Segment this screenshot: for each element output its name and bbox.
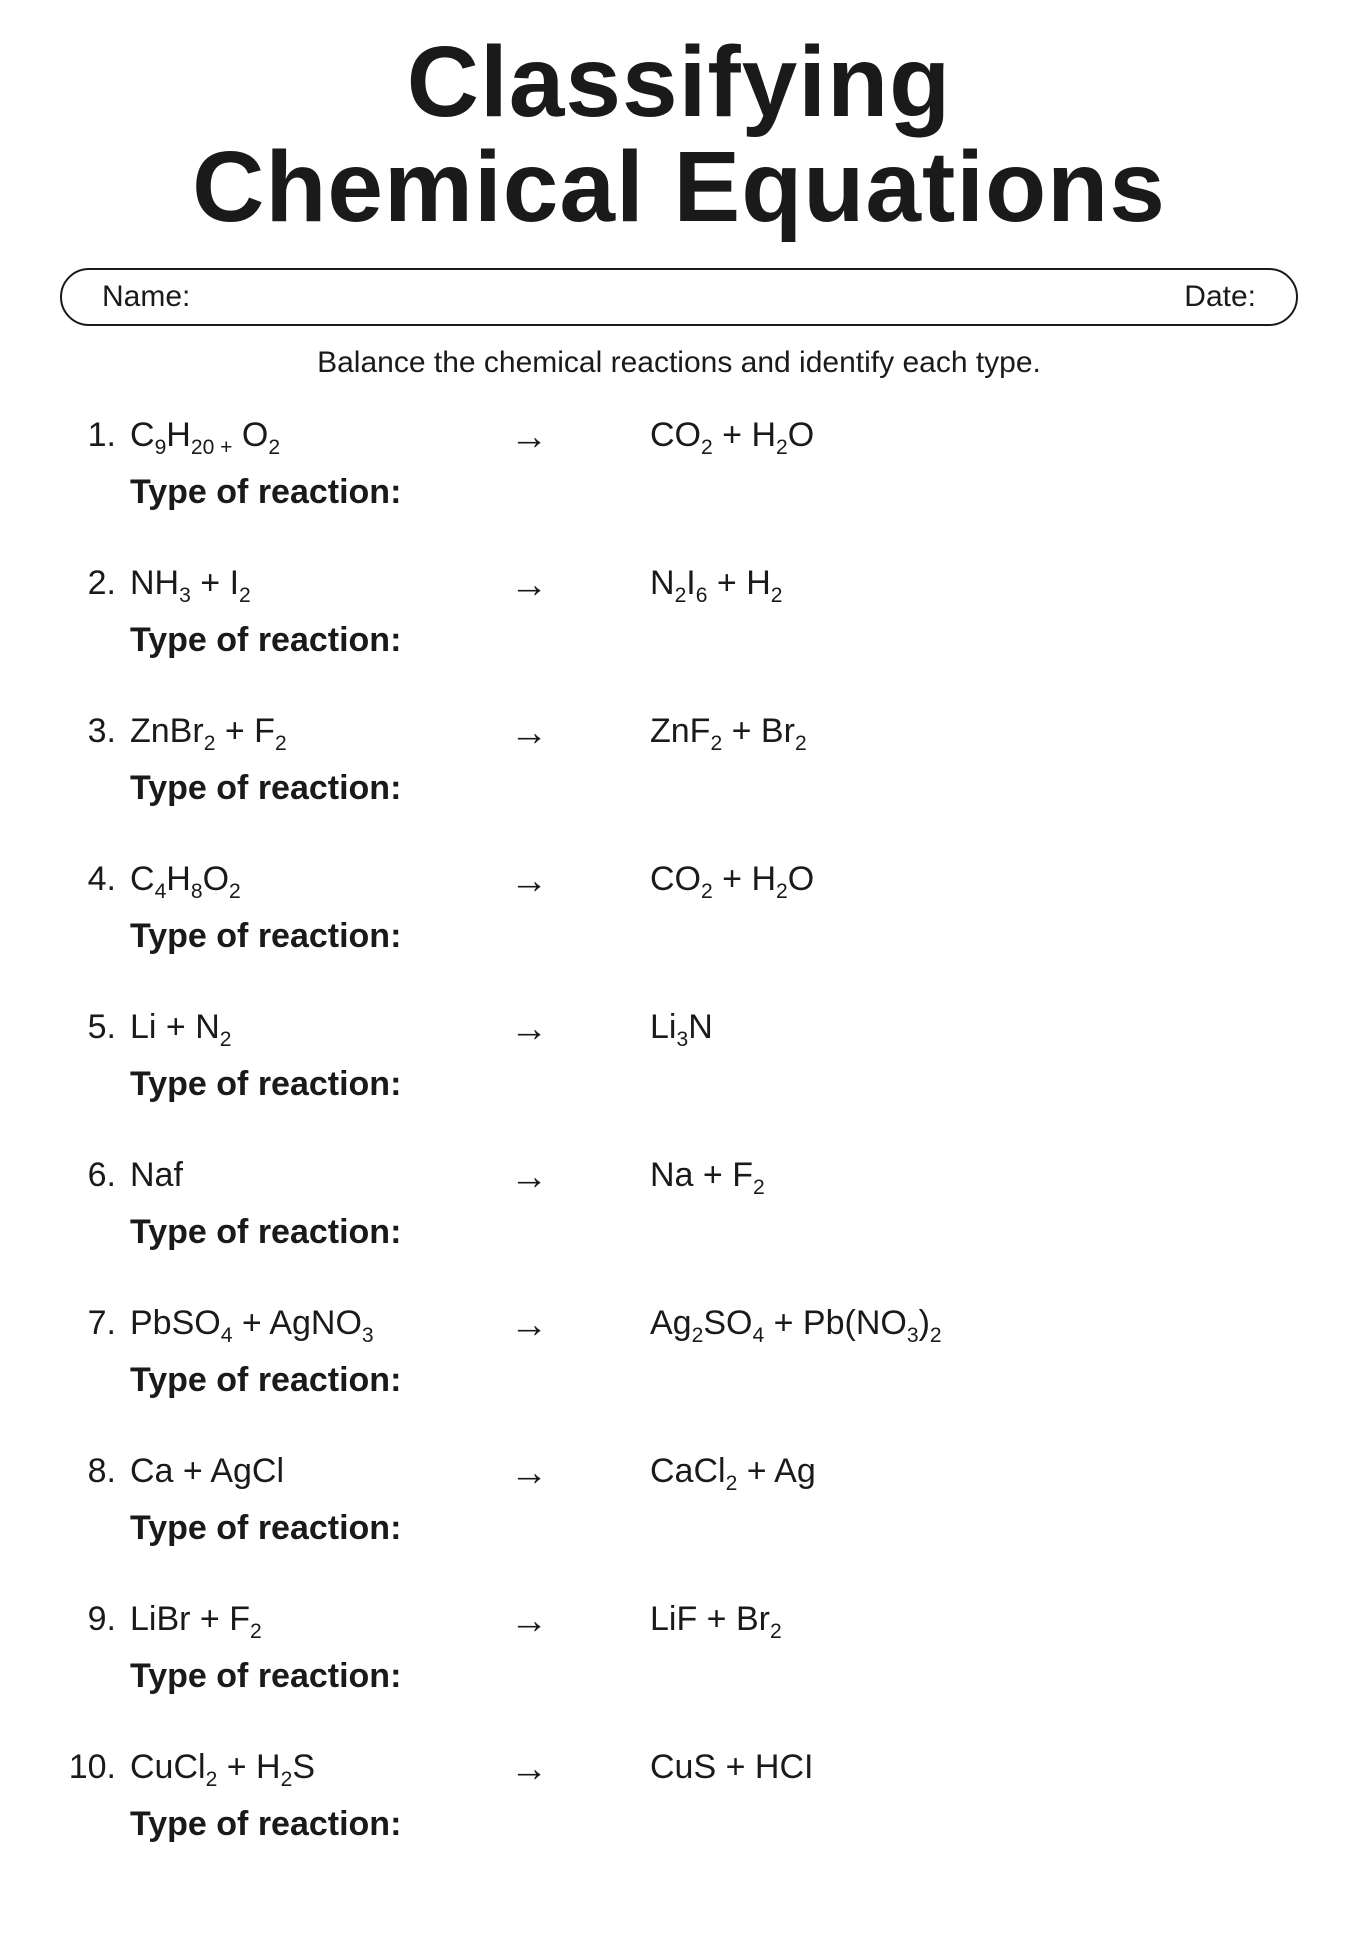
reaction-arrow-icon: → xyxy=(500,1156,650,1199)
title-line-1: Classifying xyxy=(60,30,1298,135)
problem-number: 7. xyxy=(60,1304,130,1343)
problem-row: 8.Ca + AgCl→CaCl2 + Ag xyxy=(60,1452,1288,1495)
type-of-reaction-label: Type of reaction: xyxy=(130,621,1288,660)
products: LiF + Br2 xyxy=(650,1600,1288,1639)
name-label: Name: xyxy=(102,280,190,314)
problem-number: 10. xyxy=(60,1748,130,1787)
reactants: LiBr + F2 xyxy=(130,1600,500,1639)
problem-number: 1. xyxy=(60,416,130,455)
problem-number: 5. xyxy=(60,1008,130,1047)
type-of-reaction-label: Type of reaction: xyxy=(130,917,1288,956)
type-of-reaction-row: Type of reaction: xyxy=(60,621,1288,660)
problem-row: 9.LiBr + F2→LiF + Br2 xyxy=(60,1600,1288,1643)
problem-row: 6.Naf→ Na + F2 xyxy=(60,1156,1288,1199)
reaction-arrow-icon: → xyxy=(500,564,650,607)
reactants: PbSO4 + AgNO3 xyxy=(130,1304,500,1343)
reactants: Naf xyxy=(130,1156,500,1195)
type-of-reaction-row: Type of reaction: xyxy=(60,917,1288,956)
type-of-reaction-label: Type of reaction: xyxy=(130,1657,1288,1696)
type-of-reaction-label: Type of reaction: xyxy=(130,1065,1288,1104)
reaction-arrow-icon: → xyxy=(500,416,650,459)
problem-number: 9. xyxy=(60,1600,130,1639)
type-of-reaction-row: Type of reaction: xyxy=(60,473,1288,512)
title-line-2: Chemical Equations xyxy=(60,135,1298,240)
problem-row: 3.ZnBr2 + F2→ZnF2 + Br2 xyxy=(60,712,1288,755)
reaction-arrow-icon: → xyxy=(500,712,650,755)
problem-number: 8. xyxy=(60,1452,130,1491)
problem-number: 6. xyxy=(60,1156,130,1195)
reactants: Li + N2 xyxy=(130,1008,500,1047)
reaction-arrow-icon: → xyxy=(500,1600,650,1643)
reactants: Ca + AgCl xyxy=(130,1452,500,1491)
type-of-reaction-label: Type of reaction: xyxy=(130,1509,1288,1548)
type-of-reaction-label: Type of reaction: xyxy=(130,1361,1288,1400)
instructions-text: Balance the chemical reactions and ident… xyxy=(60,346,1298,380)
reaction-arrow-icon: → xyxy=(500,1452,650,1495)
problem-number: 2. xyxy=(60,564,130,603)
type-of-reaction-row: Type of reaction: xyxy=(60,1213,1288,1252)
reaction-arrow-icon: → xyxy=(500,860,650,903)
problem-row: 7.PbSO4 + AgNO3→Ag2SO4 + Pb(NO3)2 xyxy=(60,1304,1288,1347)
name-date-bar: Name: Date: xyxy=(60,268,1298,326)
products: CaCl2 + Ag xyxy=(650,1452,1288,1491)
products: N2I6 + H2 xyxy=(650,564,1288,603)
products: CO2 + H2O xyxy=(650,860,1288,899)
type-of-reaction-label: Type of reaction: xyxy=(130,769,1288,808)
worksheet-page: Classifying Chemical Equations Name: Dat… xyxy=(0,0,1358,1956)
problem-number: 4. xyxy=(60,860,130,899)
type-of-reaction-label: Type of reaction: xyxy=(130,473,1288,512)
problems-list: 1.C9H20 + O2→CO2 + H2OType of reaction:2… xyxy=(60,416,1298,1844)
page-title: Classifying Chemical Equations xyxy=(60,30,1298,240)
reactants: NH3 + I2 xyxy=(130,564,500,603)
problem-number: 3. xyxy=(60,712,130,751)
products: Li3N xyxy=(650,1008,1288,1047)
type-of-reaction-label: Type of reaction: xyxy=(130,1805,1288,1844)
reactants: ZnBr2 + F2 xyxy=(130,712,500,751)
type-of-reaction-row: Type of reaction: xyxy=(60,1509,1288,1548)
products: CO2 + H2O xyxy=(650,416,1288,455)
reaction-arrow-icon: → xyxy=(500,1304,650,1347)
type-of-reaction-row: Type of reaction: xyxy=(60,1065,1288,1104)
problem-row: 4.C4H8O2→CO2 + H2O xyxy=(60,860,1288,903)
type-of-reaction-label: Type of reaction: xyxy=(130,1213,1288,1252)
type-of-reaction-row: Type of reaction: xyxy=(60,1805,1288,1844)
problem-row: 10.CuCl2 + H2S→CuS + HCI xyxy=(60,1748,1288,1791)
type-of-reaction-row: Type of reaction: xyxy=(60,1657,1288,1696)
products: CuS + HCI xyxy=(650,1748,1288,1787)
products: Na + F2 xyxy=(650,1156,1288,1195)
reactants: C9H20 + O2 xyxy=(130,416,500,455)
problem-row: 1.C9H20 + O2→CO2 + H2O xyxy=(60,416,1288,459)
reaction-arrow-icon: → xyxy=(500,1008,650,1051)
date-label: Date: xyxy=(1184,280,1256,314)
reaction-arrow-icon: → xyxy=(500,1748,650,1791)
problem-row: 2.NH3 + I2→N2I6 + H2 xyxy=(60,564,1288,607)
products: Ag2SO4 + Pb(NO3)2 xyxy=(650,1304,1288,1343)
products: ZnF2 + Br2 xyxy=(650,712,1288,751)
type-of-reaction-row: Type of reaction: xyxy=(60,1361,1288,1400)
reactants: C4H8O2 xyxy=(130,860,500,899)
type-of-reaction-row: Type of reaction: xyxy=(60,769,1288,808)
reactants: CuCl2 + H2S xyxy=(130,1748,500,1787)
problem-row: 5.Li + N2→Li3N xyxy=(60,1008,1288,1051)
